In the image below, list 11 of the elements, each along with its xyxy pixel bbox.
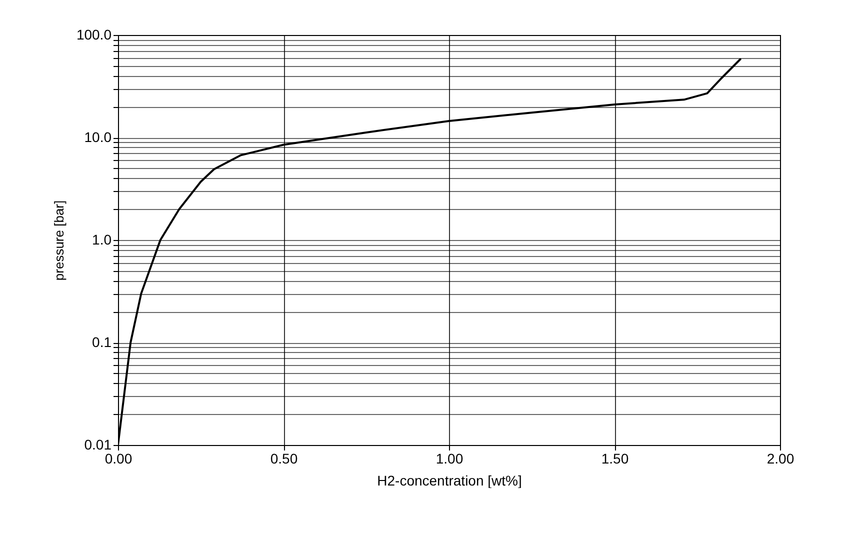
x-tick-label: 1.50: [601, 450, 629, 466]
y-tick-label: 0.1: [92, 334, 112, 350]
y-tick-label: 1.0: [92, 232, 112, 248]
x-tick-label: 0.50: [270, 450, 298, 466]
y-tick-label: 10.0: [84, 129, 112, 145]
y-tick-label: 0.01: [84, 436, 112, 452]
x-tick-label: 2.00: [766, 450, 794, 466]
y-axis-title: pressure [bar]: [51, 200, 66, 281]
x-tick-label: 1.00: [436, 450, 464, 466]
x-tick-label: 0.00: [104, 450, 132, 466]
y-tick-label: 100.0: [76, 26, 112, 42]
